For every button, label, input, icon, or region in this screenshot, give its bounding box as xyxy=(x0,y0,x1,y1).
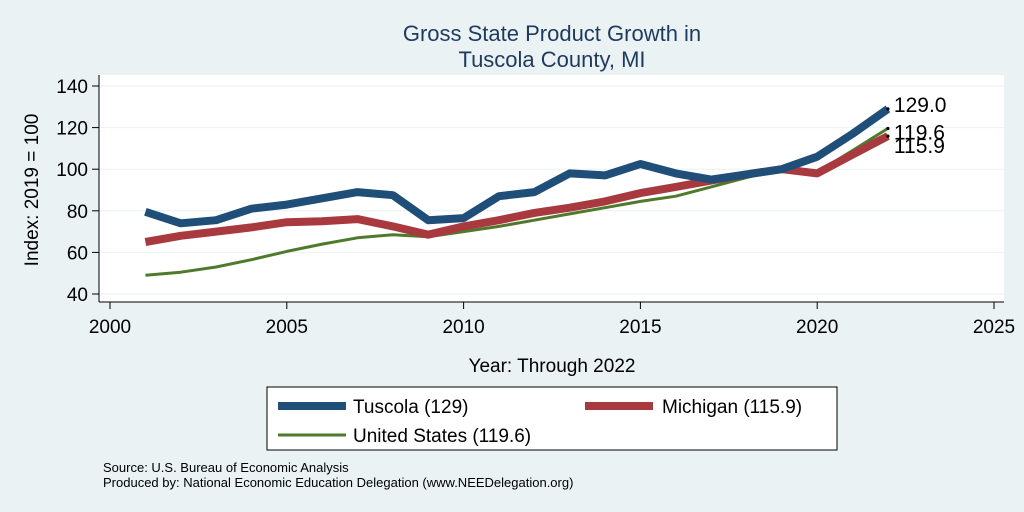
chart-title-line1: Gross State Product Growth in xyxy=(403,21,701,46)
legend-label-united-states: United States (119.6) xyxy=(353,426,531,447)
end-point-marker xyxy=(886,134,890,138)
legend: Tuscola (129) Michigan (115.9) United St… xyxy=(266,386,838,451)
x-tick-label: 2010 xyxy=(442,317,484,338)
producer-note: Produced by: National Economic Education… xyxy=(103,475,573,490)
x-tick-label: 2005 xyxy=(266,317,308,338)
end-point-marker xyxy=(886,107,890,111)
x-tick-label: 2015 xyxy=(619,317,661,338)
x-tick-label: 2025 xyxy=(973,317,1015,338)
y-tick-label: 60 xyxy=(67,243,88,264)
plot-area xyxy=(99,75,1004,302)
series-line-tuscola xyxy=(144,105,891,228)
legend-label-tuscola: Tuscola (129) xyxy=(353,397,468,418)
end-label-united-states: 119.6 xyxy=(894,121,945,144)
legend-label-michigan: Michigan (115.9) xyxy=(662,397,802,418)
x-tick-label: 2000 xyxy=(89,317,131,338)
end-label-tuscola: 129.0 xyxy=(894,94,947,117)
y-tick-label: 120 xyxy=(56,119,88,140)
end-point-marker xyxy=(886,126,890,131)
y-axis-label: Index: 2019 = 100 xyxy=(22,114,43,267)
y-tick-label: 100 xyxy=(56,160,88,181)
y-tick-label: 80 xyxy=(67,202,88,223)
legend-box xyxy=(266,386,838,451)
end-label-michigan: 115.9 xyxy=(894,135,945,158)
x-axis-label: Year: Through 2022 xyxy=(469,356,636,377)
source-note: Source: U.S. Bureau of Economic Analysis xyxy=(103,460,349,475)
chart-title-line2: Tuscola County, MI xyxy=(458,47,645,72)
x-tick-label: 2020 xyxy=(796,317,838,338)
y-tick-label: 40 xyxy=(67,285,88,306)
y-tick-label: 140 xyxy=(56,77,88,98)
